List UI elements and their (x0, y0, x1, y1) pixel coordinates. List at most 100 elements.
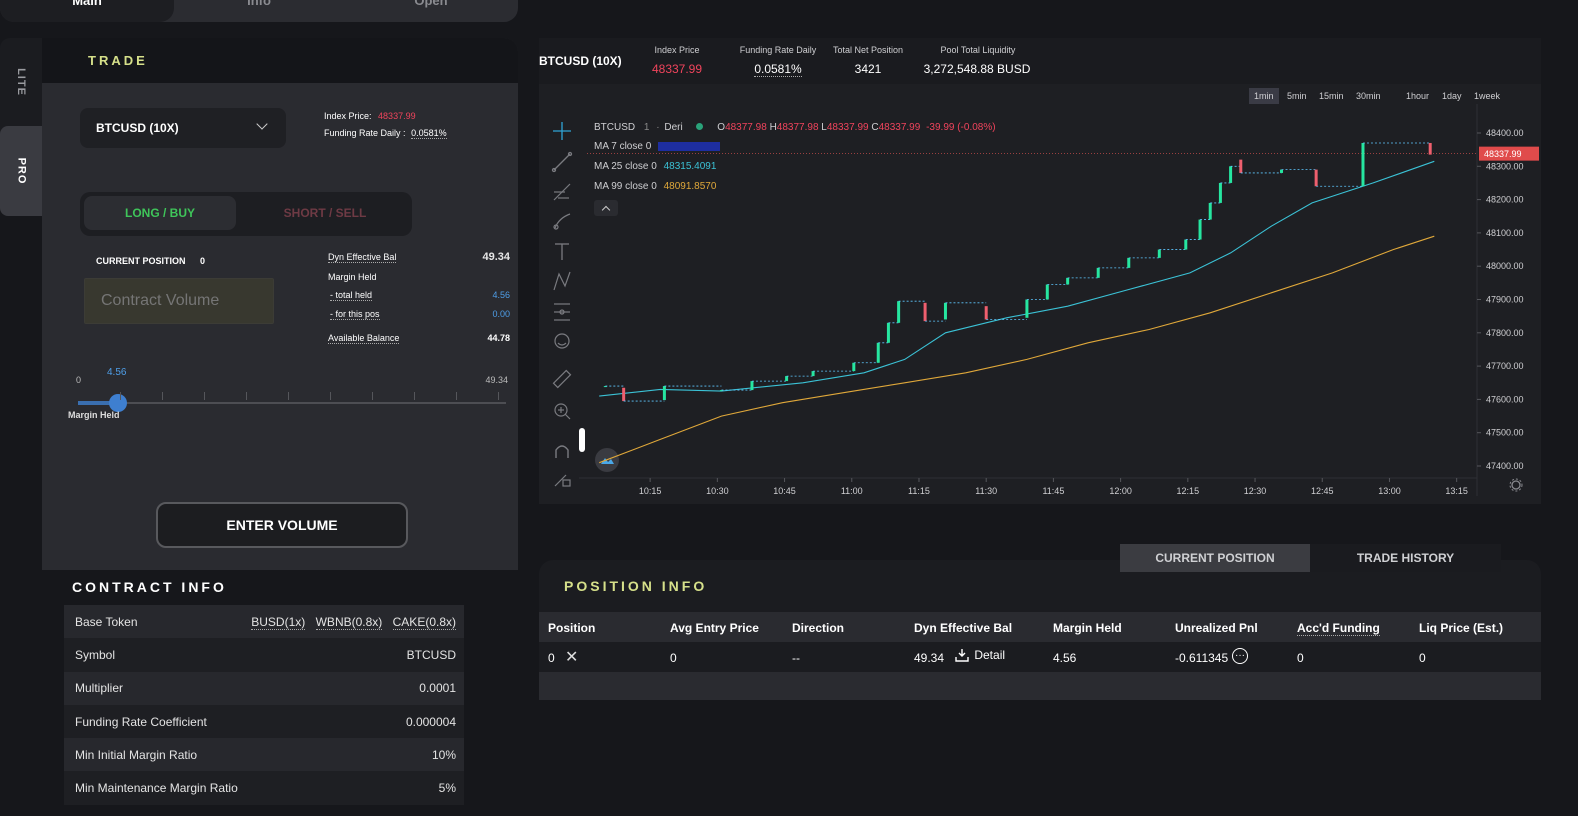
timeframe-1day[interactable]: 1day (1442, 91, 1462, 101)
table-empty-row (539, 672, 1541, 700)
header-pool-label: Pool Total Liquidity (940, 45, 1016, 55)
tab-open[interactable]: Open (414, 0, 448, 8)
total-held-value: 4.56 (492, 290, 510, 300)
toolbar-collapse-handle[interactable] (579, 428, 585, 452)
enter-volume-button[interactable]: ENTER VOLUME (156, 502, 408, 548)
row-value: 0.000004 (405, 714, 456, 729)
timeframe-15min[interactable]: 15min (1319, 91, 1344, 101)
timeframe-1week[interactable]: 1week (1474, 91, 1501, 101)
price-tick-label: 47700.00 (1486, 361, 1524, 371)
zoom-in-icon[interactable] (554, 403, 571, 420)
more-options-icon[interactable]: ··· (1232, 648, 1248, 664)
for-this-pos-label: - for this pos (330, 309, 380, 320)
magnet-icon[interactable] (555, 445, 569, 458)
candle-up (1045, 284, 1049, 300)
download-detail-icon (955, 649, 969, 662)
contract-info-title: CONTRACT INFO (72, 579, 227, 595)
candle-up (719, 390, 723, 392)
short-sell-button[interactable]: SHORT / SELL (283, 206, 367, 220)
pattern-icon[interactable] (553, 271, 571, 291)
candlestick-chart[interactable]: 48400.00 48300.00 48200.00 48100.00 48000.00… (539, 84, 1541, 504)
time-tick-label: 11:45 (1042, 486, 1064, 496)
col-unrealized-pnl: Unrealized Pnl (1175, 621, 1258, 635)
legend-o: 48377.98 (725, 122, 767, 133)
price-tick-label: 47600.00 (1486, 394, 1524, 404)
col-liq-price: Liq Price (Est.) (1419, 621, 1504, 635)
index-price-label: Index Price: (324, 111, 372, 121)
contract-info-row: Base Token BUSD(1x) WBNB(0.8x) CAKE(0.8x… (64, 605, 464, 639)
ruler-icon[interactable] (552, 369, 572, 389)
contract-info-row: Multiplier 0.0001 (64, 671, 464, 705)
cell-direction: -- (792, 651, 800, 665)
candle-up (943, 302, 947, 320)
margin-slider-track[interactable] (78, 402, 506, 404)
ma25-line (599, 160, 1435, 397)
contract-volume-input[interactable] (84, 278, 274, 324)
funding-rate-label: Funding Rate Daily : (324, 128, 406, 138)
time-tick-label: 10:15 (639, 486, 662, 496)
candle-up (1280, 169, 1284, 173)
index-price-row: Index Price: 48337.99 (324, 111, 416, 121)
col-avg-entry: Avg Entry Price (670, 621, 759, 635)
cell-position: 0 (548, 651, 555, 665)
price-tick-label: 48000.00 (1486, 261, 1524, 271)
candle-up (811, 371, 815, 377)
time-tick-label: 12:15 (1177, 486, 1200, 496)
candle-up (1218, 182, 1222, 203)
col-direction: Direction (792, 621, 845, 635)
slider-tick (204, 392, 205, 400)
header-index-price-label: Index Price (654, 45, 700, 55)
position-info-title: POSITION INFO (564, 578, 708, 594)
candle-up (750, 381, 754, 391)
emoji-icon[interactable] (554, 333, 570, 349)
close-position-icon[interactable]: ✕ (565, 649, 579, 666)
legend-symbol: BTCUSD (594, 122, 636, 133)
tab-pro[interactable]: PRO (0, 126, 42, 216)
projection-icon[interactable] (554, 303, 570, 321)
fib-tool-icon[interactable] (553, 183, 571, 201)
collapse-legend-button[interactable] (594, 200, 618, 216)
trend-line-icon[interactable] (551, 151, 573, 173)
timeframe-1hour[interactable]: 1hour (1406, 91, 1430, 101)
slider-caption: Margin Held (68, 410, 120, 420)
drawing-toolbar (551, 122, 573, 487)
candle-up (1198, 219, 1202, 240)
timeframe-30min[interactable]: 30min (1356, 91, 1381, 101)
col-position: Position (548, 621, 596, 635)
top-tab-bar: Main Info Open (0, 0, 518, 22)
margin-slider-handle[interactable] (108, 394, 127, 412)
tab-trade-history[interactable]: TRADE HISTORY (1310, 544, 1501, 572)
timeframe-1min[interactable]: 1min (1249, 88, 1279, 104)
time-tick-label: 12:00 (1109, 486, 1132, 496)
cell-dyn-bal: 49.34 (914, 651, 945, 665)
time-tick-label: 12:30 (1244, 486, 1267, 496)
tab-info[interactable]: Info (247, 0, 271, 8)
ma7-legend: MA 7 close 0 (594, 141, 721, 152)
candle-up (785, 376, 789, 382)
ma25-value: 48315.4091 (663, 161, 717, 172)
market-header: BTCUSD (10X) Index Price 48337.99 Fundin… (539, 38, 1541, 84)
time-tick-label: 13:15 (1445, 486, 1468, 496)
price-tick-label: 48300.00 (1486, 161, 1524, 171)
tab-lite[interactable]: LITE (0, 38, 42, 126)
base-token-wbnb: WBNB(0.8x) (315, 614, 383, 630)
candle-up (1157, 249, 1161, 258)
text-tool-icon[interactable] (555, 243, 569, 260)
tab-main[interactable]: Main (0, 0, 174, 22)
tab-current-position[interactable]: CURRENT POSITION (1120, 544, 1310, 572)
time-tick-label: 12:45 (1311, 486, 1334, 496)
lock-drawings-icon[interactable] (554, 474, 571, 487)
row-value: 10% (431, 747, 456, 762)
crosshair-icon[interactable] (553, 122, 571, 140)
chart-settings-button[interactable] (1509, 478, 1523, 497)
gear-icon (1509, 478, 1523, 492)
detail-link[interactable]: Detail (955, 648, 1005, 665)
timeframe-5min[interactable]: 5min (1287, 91, 1307, 101)
ma99-value: 48091.8570 (663, 181, 717, 192)
ohlc-legend: BTCUSD 1 · Deri O48377.98 H48377.98 L483… (594, 122, 996, 133)
candle-up (886, 322, 890, 343)
long-buy-button[interactable]: LONG / BUY (84, 196, 236, 230)
symbol-select[interactable]: BTCUSD (10X) (80, 108, 286, 148)
ma7-label: MA 7 close 0 (594, 141, 652, 152)
brush-icon[interactable] (553, 213, 571, 230)
